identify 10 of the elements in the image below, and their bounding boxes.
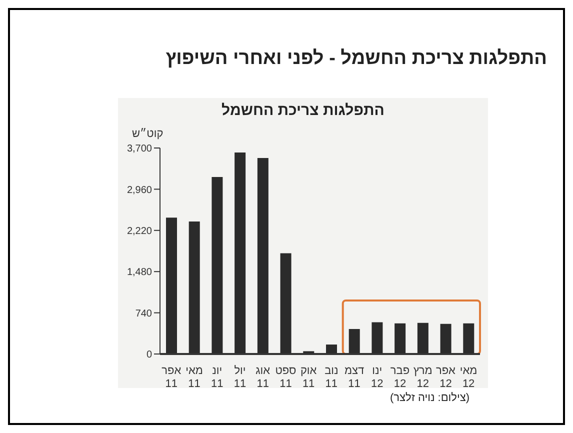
y-tick-label: 2,220 bbox=[126, 226, 152, 237]
text: (צילום: נויה זלצר) bbox=[390, 392, 470, 404]
y-tick-label: 3,700 bbox=[126, 144, 152, 155]
chart-subtitle: התפלגות צריכת החשמל bbox=[220, 102, 386, 119]
chart-title: התפלגות צריכת החשמל - לפני ואחרי השיפוץ bbox=[166, 48, 547, 70]
y-tick-label: 1,480 bbox=[126, 267, 152, 278]
y-tick-label: 0 bbox=[146, 350, 152, 361]
y-tick-label: 740 bbox=[135, 308, 152, 320]
y-axis-title: קוט״ש bbox=[132, 128, 164, 140]
y-tick-label: 2,960 bbox=[126, 184, 152, 196]
